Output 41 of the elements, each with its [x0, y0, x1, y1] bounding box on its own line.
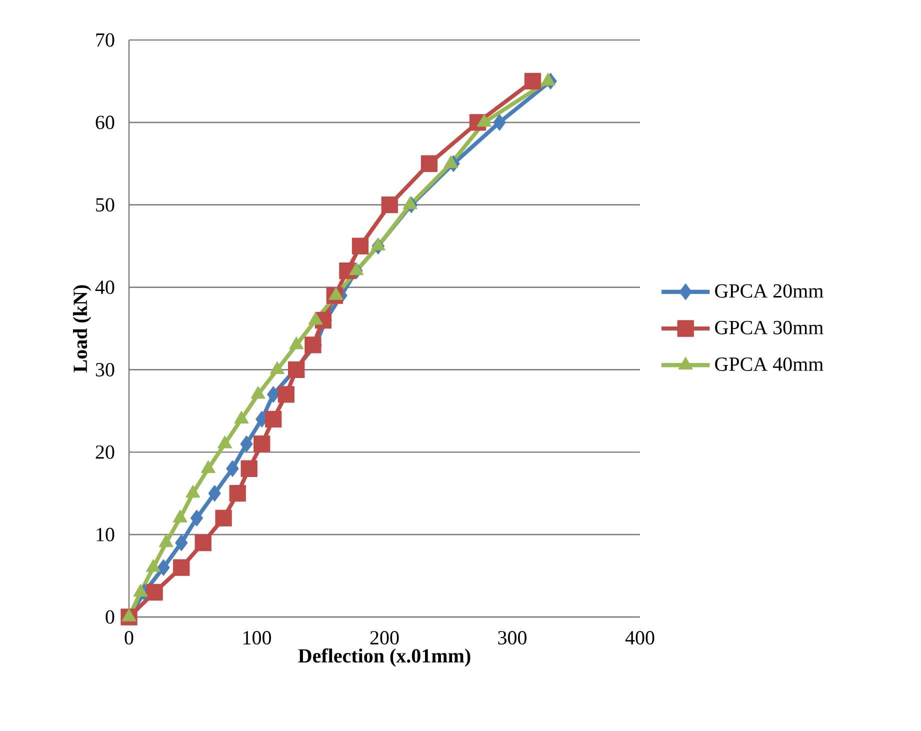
x-tick-label: 300 [498, 631, 526, 645]
y-tick-label: 40 [95, 280, 114, 294]
point [194, 534, 212, 552]
point [146, 584, 163, 601]
x-tick-label: 400 [625, 631, 654, 645]
point [352, 238, 369, 254]
point [226, 460, 239, 477]
x-tick-label: 200 [370, 631, 399, 645]
point [278, 386, 294, 403]
point [493, 114, 506, 131]
point [190, 510, 204, 526]
point [208, 485, 221, 502]
point [240, 436, 253, 452]
y-tick-label: 60 [96, 116, 114, 130]
y-axis-title: Load (kN) [73, 285, 92, 372]
point [240, 460, 258, 477]
point [175, 534, 188, 552]
x-tick-label: 100 [244, 631, 271, 645]
legend-label: GPCA 30mm [715, 320, 824, 334]
point [267, 386, 280, 403]
point [173, 559, 190, 576]
point [215, 510, 232, 526]
y-tick-label: 0 [106, 610, 114, 624]
point [304, 336, 322, 354]
point [157, 559, 170, 576]
y-tick-label: 30 [96, 362, 114, 376]
legend-label: GPCA 40mm [715, 357, 824, 371]
point [381, 196, 398, 214]
y-tick-label: 10 [96, 528, 114, 542]
point [229, 485, 246, 502]
x-tick-label: 0 [124, 631, 134, 645]
x-axis-title: Deflection (x.01mm) [298, 648, 470, 667]
legend-label: GPCA 20mm [715, 284, 824, 298]
y-tick-label: 70 [96, 33, 114, 47]
y-tick-label: 50 [96, 198, 114, 212]
point [420, 155, 438, 172]
point [254, 436, 270, 452]
y-tick-label: 20 [96, 445, 114, 459]
point [524, 72, 542, 90]
point [288, 361, 305, 378]
point [265, 410, 282, 428]
